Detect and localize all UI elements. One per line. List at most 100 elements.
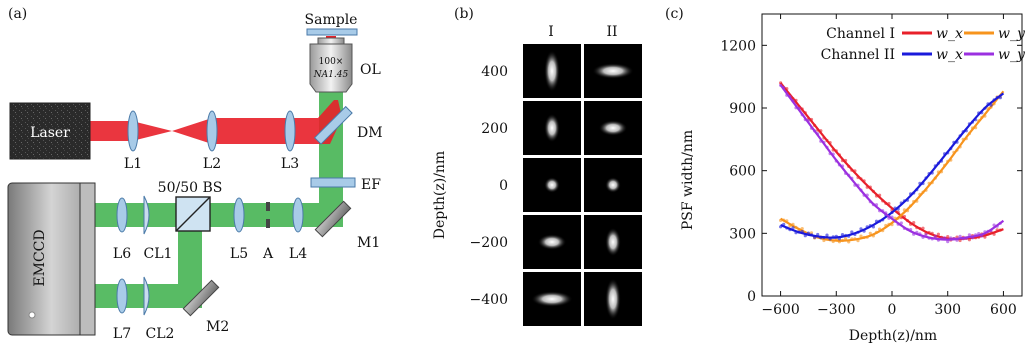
legend-channel-label: Channel I	[826, 26, 895, 42]
dichroic-mirror	[313, 105, 353, 145]
lens-l2	[206, 110, 218, 152]
aperture-label: A	[262, 246, 274, 262]
series-line	[779, 84, 1005, 241]
panel-a-label: (a)	[8, 6, 27, 22]
lens-l3-label: L3	[281, 156, 299, 172]
legend-entry-label: w_y	[998, 26, 1026, 42]
emccd-label: EMCCD	[32, 229, 48, 286]
panel-c-chart: (c) PSF width/nm Depth(z)/nm −600 −300 0 30…	[665, 6, 1026, 344]
legend-entry-label: w_x	[936, 47, 963, 63]
column-label-i: I	[548, 24, 554, 40]
panel-c-label: (c)	[665, 6, 684, 22]
data-point	[850, 230, 854, 234]
y-tick-label: 300	[729, 226, 756, 242]
psf-spot	[605, 278, 621, 320]
sample-slide	[306, 28, 358, 36]
mirror-m2	[182, 279, 220, 317]
data-point	[924, 233, 928, 237]
data-point	[946, 240, 950, 244]
cyl-lenses	[143, 195, 150, 316]
x-tick-label: 600	[990, 302, 1017, 318]
lens-l6-label: L6	[113, 246, 131, 262]
psf-spot	[544, 177, 560, 193]
depth-row-label: 400	[481, 64, 508, 80]
lens-l6	[116, 197, 128, 233]
psf-spot	[598, 120, 628, 136]
panel-a-setup: (a) Sample 100× NA1.45 OL Laser	[7, 6, 383, 342]
lens-l5	[233, 197, 245, 233]
x-tick-label: −600	[761, 302, 799, 318]
psf-spot	[544, 113, 560, 143]
m2-label: M2	[206, 319, 229, 335]
x-tick-label: −300	[817, 302, 855, 318]
chart-plot: −600 −300 0 300 600 0 300 600 900 1200 Channel I w_…	[720, 13, 1026, 318]
y-tick-label: 600	[729, 164, 756, 180]
laser-label: Laser	[30, 125, 70, 141]
x-tick-label: 300	[934, 302, 961, 318]
chart-legend: Channel I w_x w_y Channel II w_x w_y	[821, 26, 1026, 63]
emccd-camera: EMCCD	[7, 182, 96, 336]
lens-l2-label: L2	[203, 156, 221, 172]
psf-grid: 400 200 0 −200 −400	[470, 44, 642, 326]
cl2-label: CL2	[146, 326, 175, 342]
series-line	[780, 92, 1005, 239]
beam-splitter	[175, 196, 211, 232]
m1-label: M1	[357, 235, 380, 251]
lens-l4	[292, 197, 304, 233]
panel-b-psf-images: (b) I II Depth(z)/nm 400 200 0 −200 −400	[432, 6, 642, 326]
lens-l4-label: L4	[289, 246, 307, 262]
depth-row-label: 0	[499, 178, 508, 194]
y-tick-label: 0	[747, 289, 756, 305]
panel-b-label: (b)	[454, 6, 474, 22]
cyl-lens-cl2	[143, 276, 150, 316]
lens-l7-label: L7	[113, 326, 131, 342]
legend-channel-label: Channel II	[821, 47, 895, 63]
lens-l7	[116, 278, 128, 314]
data-point	[859, 234, 863, 238]
data-point	[825, 233, 829, 237]
bs-label: 50/50 BS	[158, 180, 223, 196]
legend-entry-label: w_y	[998, 47, 1026, 63]
data-point	[967, 233, 972, 237]
depth-row-label: 200	[481, 121, 508, 137]
chart-xlabel: Depth(z)/nm	[849, 328, 937, 344]
lens-row-top	[127, 110, 296, 152]
cyl-lens-cl1	[143, 195, 150, 235]
depth-row-label: −200	[470, 235, 508, 251]
emission-filter	[310, 177, 356, 188]
psf-spot	[592, 63, 634, 79]
objective-na: NA1.45	[313, 70, 349, 80]
ef-label: EF	[361, 177, 381, 193]
series-3	[779, 83, 1005, 244]
lens-l3	[284, 110, 296, 152]
mirror-m1	[314, 200, 352, 238]
panel-b-ylabel: Depth(z)/nm	[432, 151, 448, 239]
depth-row-label: −400	[470, 292, 508, 308]
psf-spot	[537, 234, 567, 250]
dm-label: DM	[357, 125, 383, 141]
series-1	[779, 90, 1005, 244]
psf-spot	[605, 227, 621, 257]
objective-lens: 100× NA1.45	[309, 37, 353, 93]
objective-label: OL	[360, 62, 381, 78]
data-point	[936, 232, 941, 236]
data-point	[868, 231, 872, 235]
lens-row-middle	[116, 197, 304, 314]
x-tick-label: 0	[888, 302, 897, 318]
lens-l5-label: L5	[230, 246, 248, 262]
aperture	[266, 202, 270, 228]
objective-mag: 100×	[319, 57, 344, 67]
chart-ylabel: PSF width/nm	[680, 130, 696, 230]
sample-label: Sample	[305, 12, 358, 28]
y-tick-label: 1200	[720, 38, 756, 54]
laser-box	[9, 102, 91, 160]
psf-spot	[605, 177, 621, 193]
legend-entry-label: w_x	[936, 26, 963, 42]
lens-l1	[127, 110, 139, 152]
data-point	[958, 234, 962, 238]
psf-spot	[531, 291, 573, 307]
column-label-ii: II	[606, 24, 617, 40]
cl1-label: CL1	[144, 246, 173, 262]
data-point	[844, 236, 848, 241]
